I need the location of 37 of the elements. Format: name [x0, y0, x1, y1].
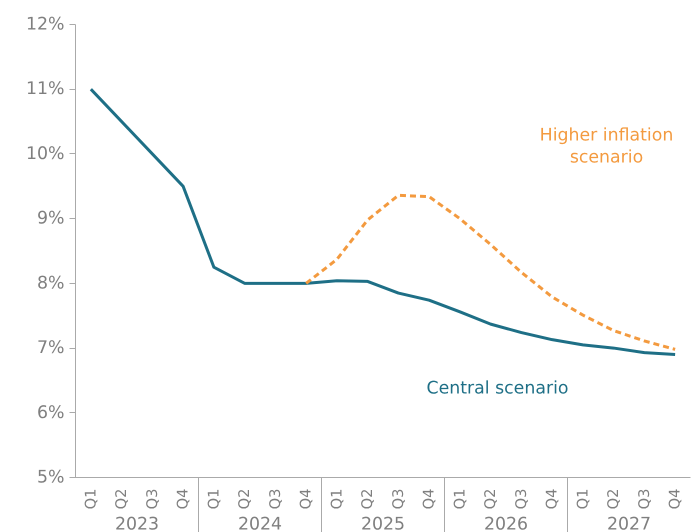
x-tick-label: Q3 [390, 488, 407, 510]
x-tick-label: Q2 [482, 488, 500, 510]
y-tick-label: 9% [37, 208, 65, 229]
text: 2025 [360, 514, 406, 532]
text: 2023 [114, 514, 160, 532]
y-tick-label: 11% [26, 79, 64, 100]
y-tick-label: 8% [37, 273, 65, 294]
line-series [304, 194, 677, 351]
text: Central scenario [426, 378, 568, 398]
x-tick-label: Q2 [113, 488, 130, 510]
text: 2024 [238, 514, 282, 532]
y-tick-label: 5% [37, 468, 65, 488]
x-tick-label: Q2 [236, 488, 254, 510]
x-tick-label: Q1 [451, 488, 468, 510]
y-tick-label: 6% [37, 402, 65, 423]
text: 2026 [484, 514, 528, 532]
x-tick-label: Q1 [328, 488, 346, 510]
x-tick-label: Q4 [298, 488, 315, 510]
y-tick-label: 12% [26, 14, 64, 34]
text: Higher inflation scenario [540, 126, 674, 168]
x-tick-label: Q4 [174, 488, 192, 510]
x-tick-label: Q4 [420, 488, 438, 510]
x-tick-label: Q2 [359, 488, 376, 510]
x-tick-label: Q1 [82, 488, 100, 510]
x-tick-label: Q3 [512, 488, 530, 510]
y-tick-label: 7% [37, 338, 65, 358]
line-series [89, 88, 677, 356]
x-tick-label: Q3 [636, 488, 653, 510]
x-tick-label: Q3 [144, 488, 161, 510]
x-tick-label: Q1 [205, 488, 222, 510]
y-tick-label: 10% [26, 144, 64, 164]
x-tick-label: Q3 [266, 488, 284, 510]
text: 2027 [606, 514, 652, 532]
x-tick-label: Q1 [574, 488, 592, 510]
x-tick-label: Q4 [544, 488, 561, 510]
x-tick-label: Q4 [666, 488, 684, 510]
x-tick-label: Q2 [605, 488, 622, 510]
